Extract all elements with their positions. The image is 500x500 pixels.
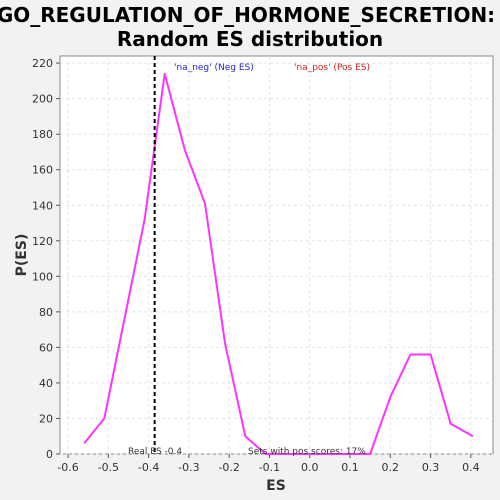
grid-lines [60,56,493,455]
x-tick-label: 0.0 [301,461,319,474]
y-tick-label: 20 [39,412,53,425]
x-tick-label: -0.2 [218,461,239,474]
y-tick-label: 40 [39,377,53,390]
y-axis-label: P(ES) [14,234,30,277]
real-es-label: Real ES -0.4 [128,447,182,457]
y-tick-label: 80 [39,306,53,319]
y-tick-label: 60 [39,341,53,354]
legend-pos-es: 'na_pos' (Pos ES) [294,63,370,73]
y-tick-label: 140 [32,199,53,212]
x-tick-label: -0.1 [259,461,280,474]
y-tick-label: 220 [32,57,53,70]
x-tick-label: 0.2 [382,461,400,474]
x-tick-label: -0.5 [98,461,119,474]
chart-title-line2: Random ES distribution [117,27,383,51]
x-tick-label: -0.3 [178,461,199,474]
y-tick-label: 0 [46,448,53,461]
y-tick-label: 180 [32,128,53,141]
legend-neg-es: 'na_neg' (Neg ES) [174,63,254,73]
es-distribution-line [83,72,474,455]
x-tick-label: -0.6 [57,461,78,474]
x-tick-label: 0.4 [462,461,480,474]
pos-scores-label: Sets with pos scores: 17% [248,447,366,457]
series-lines [83,72,474,455]
x-tick-label: 0.3 [422,461,440,474]
chart-title-line1: GO_REGULATION_OF_HORMONE_SECRETION: [0,3,495,27]
y-tick-label: 120 [32,235,53,248]
y-tick-label: 160 [32,164,53,177]
x-tick-label: -0.4 [138,461,159,474]
axis-ticks: -0.6 -0.5 -0.4 -0.3 -0.2 -0.1 0.0 0.1 0.2 0.3 0.4 0… [32,57,480,474]
y-tick-label: 100 [32,270,53,283]
x-axis-label: ES [266,478,286,494]
y-tick-label: 200 [32,93,53,106]
x-tick-label: 0.1 [341,461,359,474]
plot-area [59,55,494,455]
